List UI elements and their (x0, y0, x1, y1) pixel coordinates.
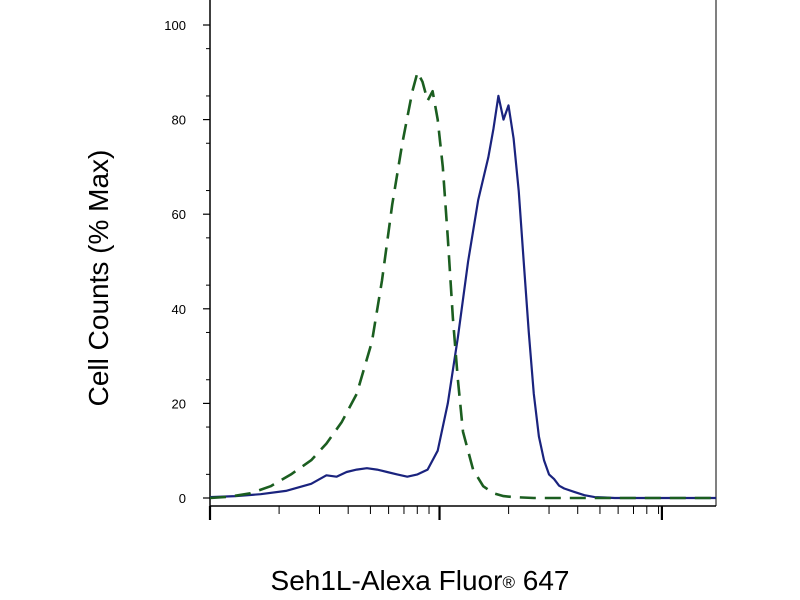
y-axis-title: Cell Counts (% Max) (83, 150, 114, 407)
y-tick-label: 80 (172, 113, 186, 128)
y-tick-label: 0 (179, 491, 186, 506)
y-tick-label: 60 (172, 207, 186, 222)
x-axis-title-main: Seh1L-Alexa Fluor (271, 565, 503, 596)
x-axis-title: Seh1L-Alexa Fluor® 647 (271, 565, 570, 596)
x-axis-title-suffix: 647 (515, 565, 570, 596)
x-axis-title-mark: ® (502, 573, 515, 592)
y-tick-label: 20 (172, 396, 186, 411)
y-tick-label: 40 (172, 302, 186, 317)
y-tick-label: 100 (164, 18, 186, 33)
dashed-series-line (209, 71, 716, 500)
solid-series-line (209, 94, 716, 500)
